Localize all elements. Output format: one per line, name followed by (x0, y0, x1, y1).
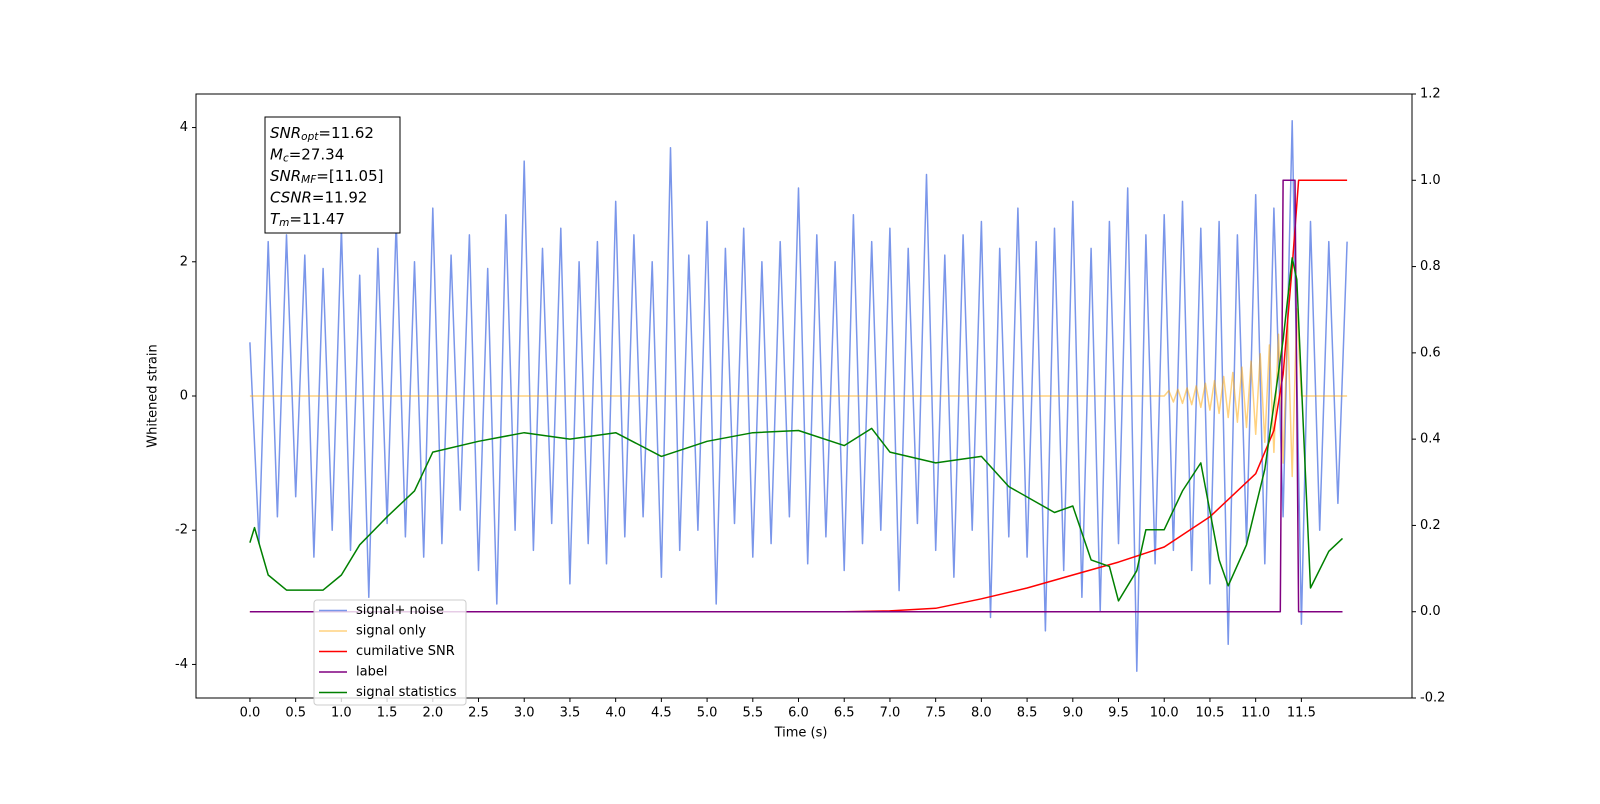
y-tick-label: 0 (180, 389, 188, 404)
y2-tick-label: 0.6 (1420, 345, 1441, 360)
x-tick-label: 11.5 (1287, 706, 1316, 721)
x-tick-label: 5.5 (742, 706, 763, 721)
legend-label: signal only (356, 624, 426, 639)
x-tick-label: 8.0 (971, 706, 992, 721)
series-line (249, 179, 1343, 613)
x-tick-label: 1.5 (377, 706, 398, 721)
annotation-symbol: M (270, 145, 283, 163)
y-tick-label: 4 (180, 120, 188, 135)
annotation-line: CSNR=11.92 (270, 188, 367, 206)
annotation-symbol: T (270, 210, 281, 228)
x-tick-label: 1.0 (331, 706, 352, 721)
annotation-line: SNRMF=[11.05] (270, 167, 384, 187)
x-tick-label: 2.0 (422, 706, 443, 721)
legend-label: signal+ noise (356, 603, 444, 618)
series-line (249, 120, 1348, 672)
x-tick-label: 4.0 (605, 706, 626, 721)
annotation-value: =11.47 (289, 210, 345, 228)
annotation-subscript: opt (301, 131, 319, 143)
y-tick-label: 2 (180, 254, 188, 269)
x-tick-label: 6.0 (788, 706, 809, 721)
x-tick-label: 3.0 (514, 706, 535, 721)
series-line (249, 308, 1348, 478)
annotation-value: =[11.05] (316, 167, 383, 185)
annotation-line: SNRopt=11.62 (270, 124, 374, 144)
series-line (249, 257, 1344, 602)
annotation-line: Tm=11.47 (270, 210, 345, 230)
x-tick-label: 6.5 (834, 706, 855, 721)
y2-tick-label: 1.0 (1420, 173, 1441, 188)
y-tick-label: -4 (175, 657, 188, 672)
x-tick-label: 10.5 (1195, 706, 1224, 721)
legend-box (313, 599, 467, 706)
annotation-box (264, 116, 401, 234)
legend-label: signal statistics (356, 685, 457, 700)
x-tick-label: 4.5 (651, 706, 672, 721)
y2-tick-label: 0.4 (1420, 432, 1441, 447)
y2-tick-label: 1.2 (1420, 87, 1441, 102)
y2-tick-label: 0.2 (1420, 518, 1441, 533)
y2-tick-label: 0.0 (1420, 604, 1441, 619)
x-tick-label: 2.5 (468, 706, 489, 721)
x-tick-label: 8.5 (1017, 706, 1038, 721)
y2-tick-label: 0.8 (1420, 259, 1441, 274)
annotation-subscript: c (283, 153, 289, 165)
x-tick-label: 9.5 (1108, 706, 1129, 721)
annotation: SNRopt=11.62Mc=27.34SNRMF=[11.05]CSNR=11… (264, 116, 401, 234)
annotation-symbol: SNR (270, 124, 301, 142)
x-tick-label: 10.0 (1150, 706, 1179, 721)
legend-label: label (356, 665, 387, 680)
x-tick-label: 0.5 (285, 706, 306, 721)
x-tick-label: 7.0 (880, 706, 901, 721)
x-tick-label: 3.5 (560, 706, 581, 721)
annotation-symbol: SNR (270, 167, 301, 185)
legend-label: cumilative SNR (356, 644, 455, 659)
y-axis-label: Whitened strain (146, 344, 161, 447)
x-tick-label: 7.5 (925, 706, 946, 721)
x-axis-label: Time (s) (774, 726, 828, 741)
series-line (249, 179, 1348, 613)
x-tick-label: 5.0 (697, 706, 718, 721)
annotation-value: =27.34 (289, 145, 345, 163)
annotation-subscript: m (279, 217, 289, 229)
x-tick-label: 0.0 (240, 706, 261, 721)
annotation-value: =11.62 (318, 124, 374, 142)
annotation-subscript: MF (301, 174, 317, 186)
y2-tick-label: -0.2 (1420, 691, 1445, 706)
x-tick-label: 9.0 (1062, 706, 1083, 721)
annotation-line: Mc=27.34 (270, 145, 344, 165)
annotation-value: =11.92 (312, 188, 368, 206)
x-tick-label: 11.0 (1241, 706, 1270, 721)
legend: signal+ noise signal only cumilative SNR la… (313, 599, 467, 706)
y-tick-label: -2 (175, 523, 188, 538)
annotation-symbol: CSNR (270, 188, 312, 206)
